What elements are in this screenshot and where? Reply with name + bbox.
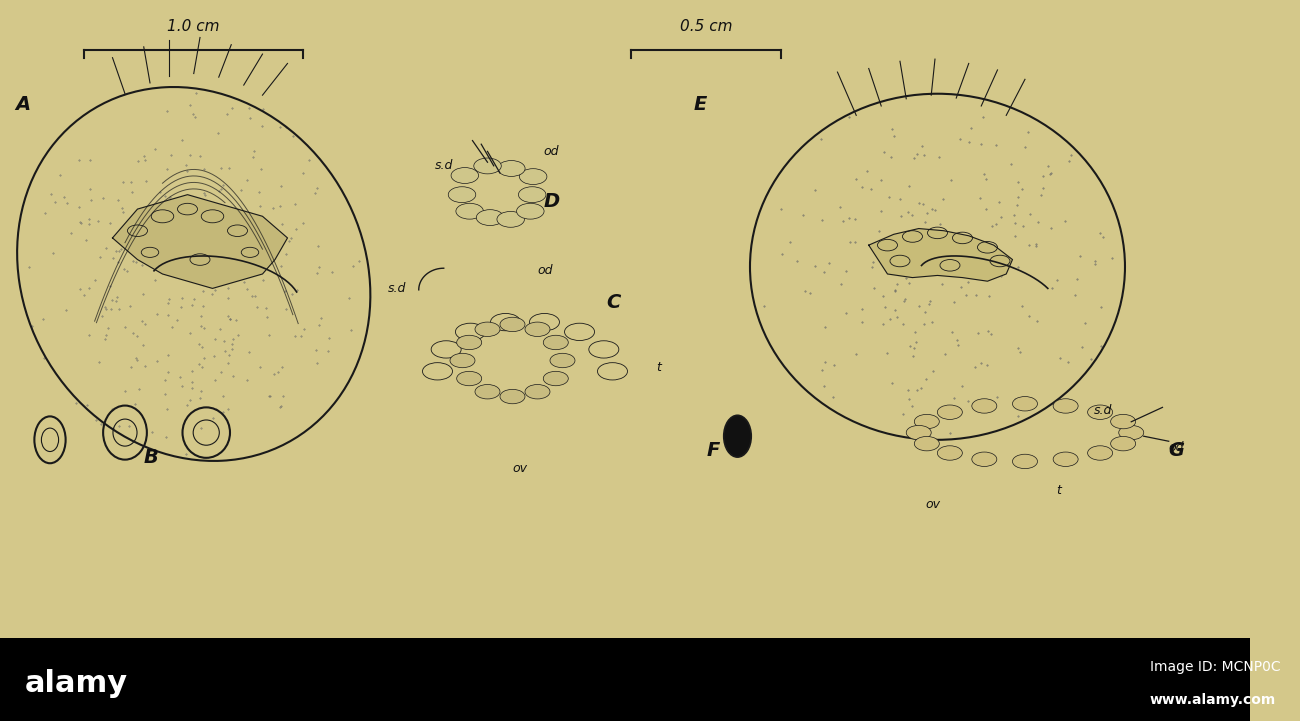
Circle shape: [1013, 397, 1037, 411]
Text: s.d: s.d: [1093, 404, 1112, 417]
Circle shape: [500, 389, 525, 404]
Text: t: t: [656, 361, 662, 374]
Circle shape: [1110, 436, 1136, 451]
Text: A: A: [16, 95, 30, 114]
Circle shape: [456, 371, 482, 386]
Circle shape: [972, 399, 997, 413]
Circle shape: [519, 187, 546, 203]
Circle shape: [906, 425, 931, 440]
Circle shape: [914, 415, 940, 429]
Text: E: E: [694, 95, 707, 114]
Circle shape: [550, 353, 575, 368]
Text: 0.5 cm: 0.5 cm: [680, 19, 732, 34]
Circle shape: [516, 203, 545, 219]
Text: www.alamy.com: www.alamy.com: [1150, 694, 1277, 707]
Circle shape: [543, 371, 568, 386]
Text: 1.0 cm: 1.0 cm: [168, 19, 220, 34]
Circle shape: [1119, 425, 1144, 440]
Text: od: od: [543, 145, 559, 158]
Text: od: od: [537, 264, 552, 277]
Circle shape: [456, 203, 484, 219]
Polygon shape: [868, 229, 1013, 281]
Circle shape: [450, 353, 474, 368]
Circle shape: [1088, 405, 1113, 420]
Circle shape: [972, 452, 997, 466]
Bar: [0, 638, 1251, 721]
Circle shape: [1053, 452, 1078, 466]
Circle shape: [937, 446, 962, 460]
Text: s.d: s.d: [387, 282, 406, 295]
Text: od: od: [1169, 441, 1184, 454]
Text: G: G: [1169, 441, 1184, 460]
Text: B: B: [144, 448, 159, 467]
Circle shape: [1088, 446, 1113, 460]
Circle shape: [456, 335, 482, 350]
Text: F: F: [706, 441, 720, 460]
Circle shape: [451, 167, 478, 183]
Circle shape: [1013, 454, 1037, 469]
Circle shape: [520, 169, 547, 185]
Circle shape: [1110, 415, 1136, 429]
Circle shape: [500, 317, 525, 332]
Circle shape: [937, 405, 962, 420]
Circle shape: [498, 161, 525, 177]
Ellipse shape: [724, 415, 751, 457]
Text: C: C: [606, 293, 620, 312]
Text: ov: ov: [926, 498, 940, 511]
Circle shape: [1053, 399, 1078, 413]
Circle shape: [448, 187, 476, 203]
Polygon shape: [113, 195, 287, 288]
Circle shape: [473, 158, 502, 174]
Circle shape: [525, 322, 550, 337]
Circle shape: [476, 210, 504, 226]
Text: s.d: s.d: [436, 159, 454, 172]
Text: alamy: alamy: [25, 669, 129, 698]
Circle shape: [914, 436, 940, 451]
Circle shape: [497, 211, 524, 227]
Circle shape: [474, 384, 500, 399]
Text: D: D: [543, 193, 560, 211]
Circle shape: [474, 322, 500, 337]
Text: Image ID: MCNP0C: Image ID: MCNP0C: [1150, 660, 1280, 674]
Circle shape: [543, 335, 568, 350]
Circle shape: [525, 384, 550, 399]
Text: t: t: [1056, 484, 1061, 497]
Text: ov: ov: [512, 462, 528, 475]
